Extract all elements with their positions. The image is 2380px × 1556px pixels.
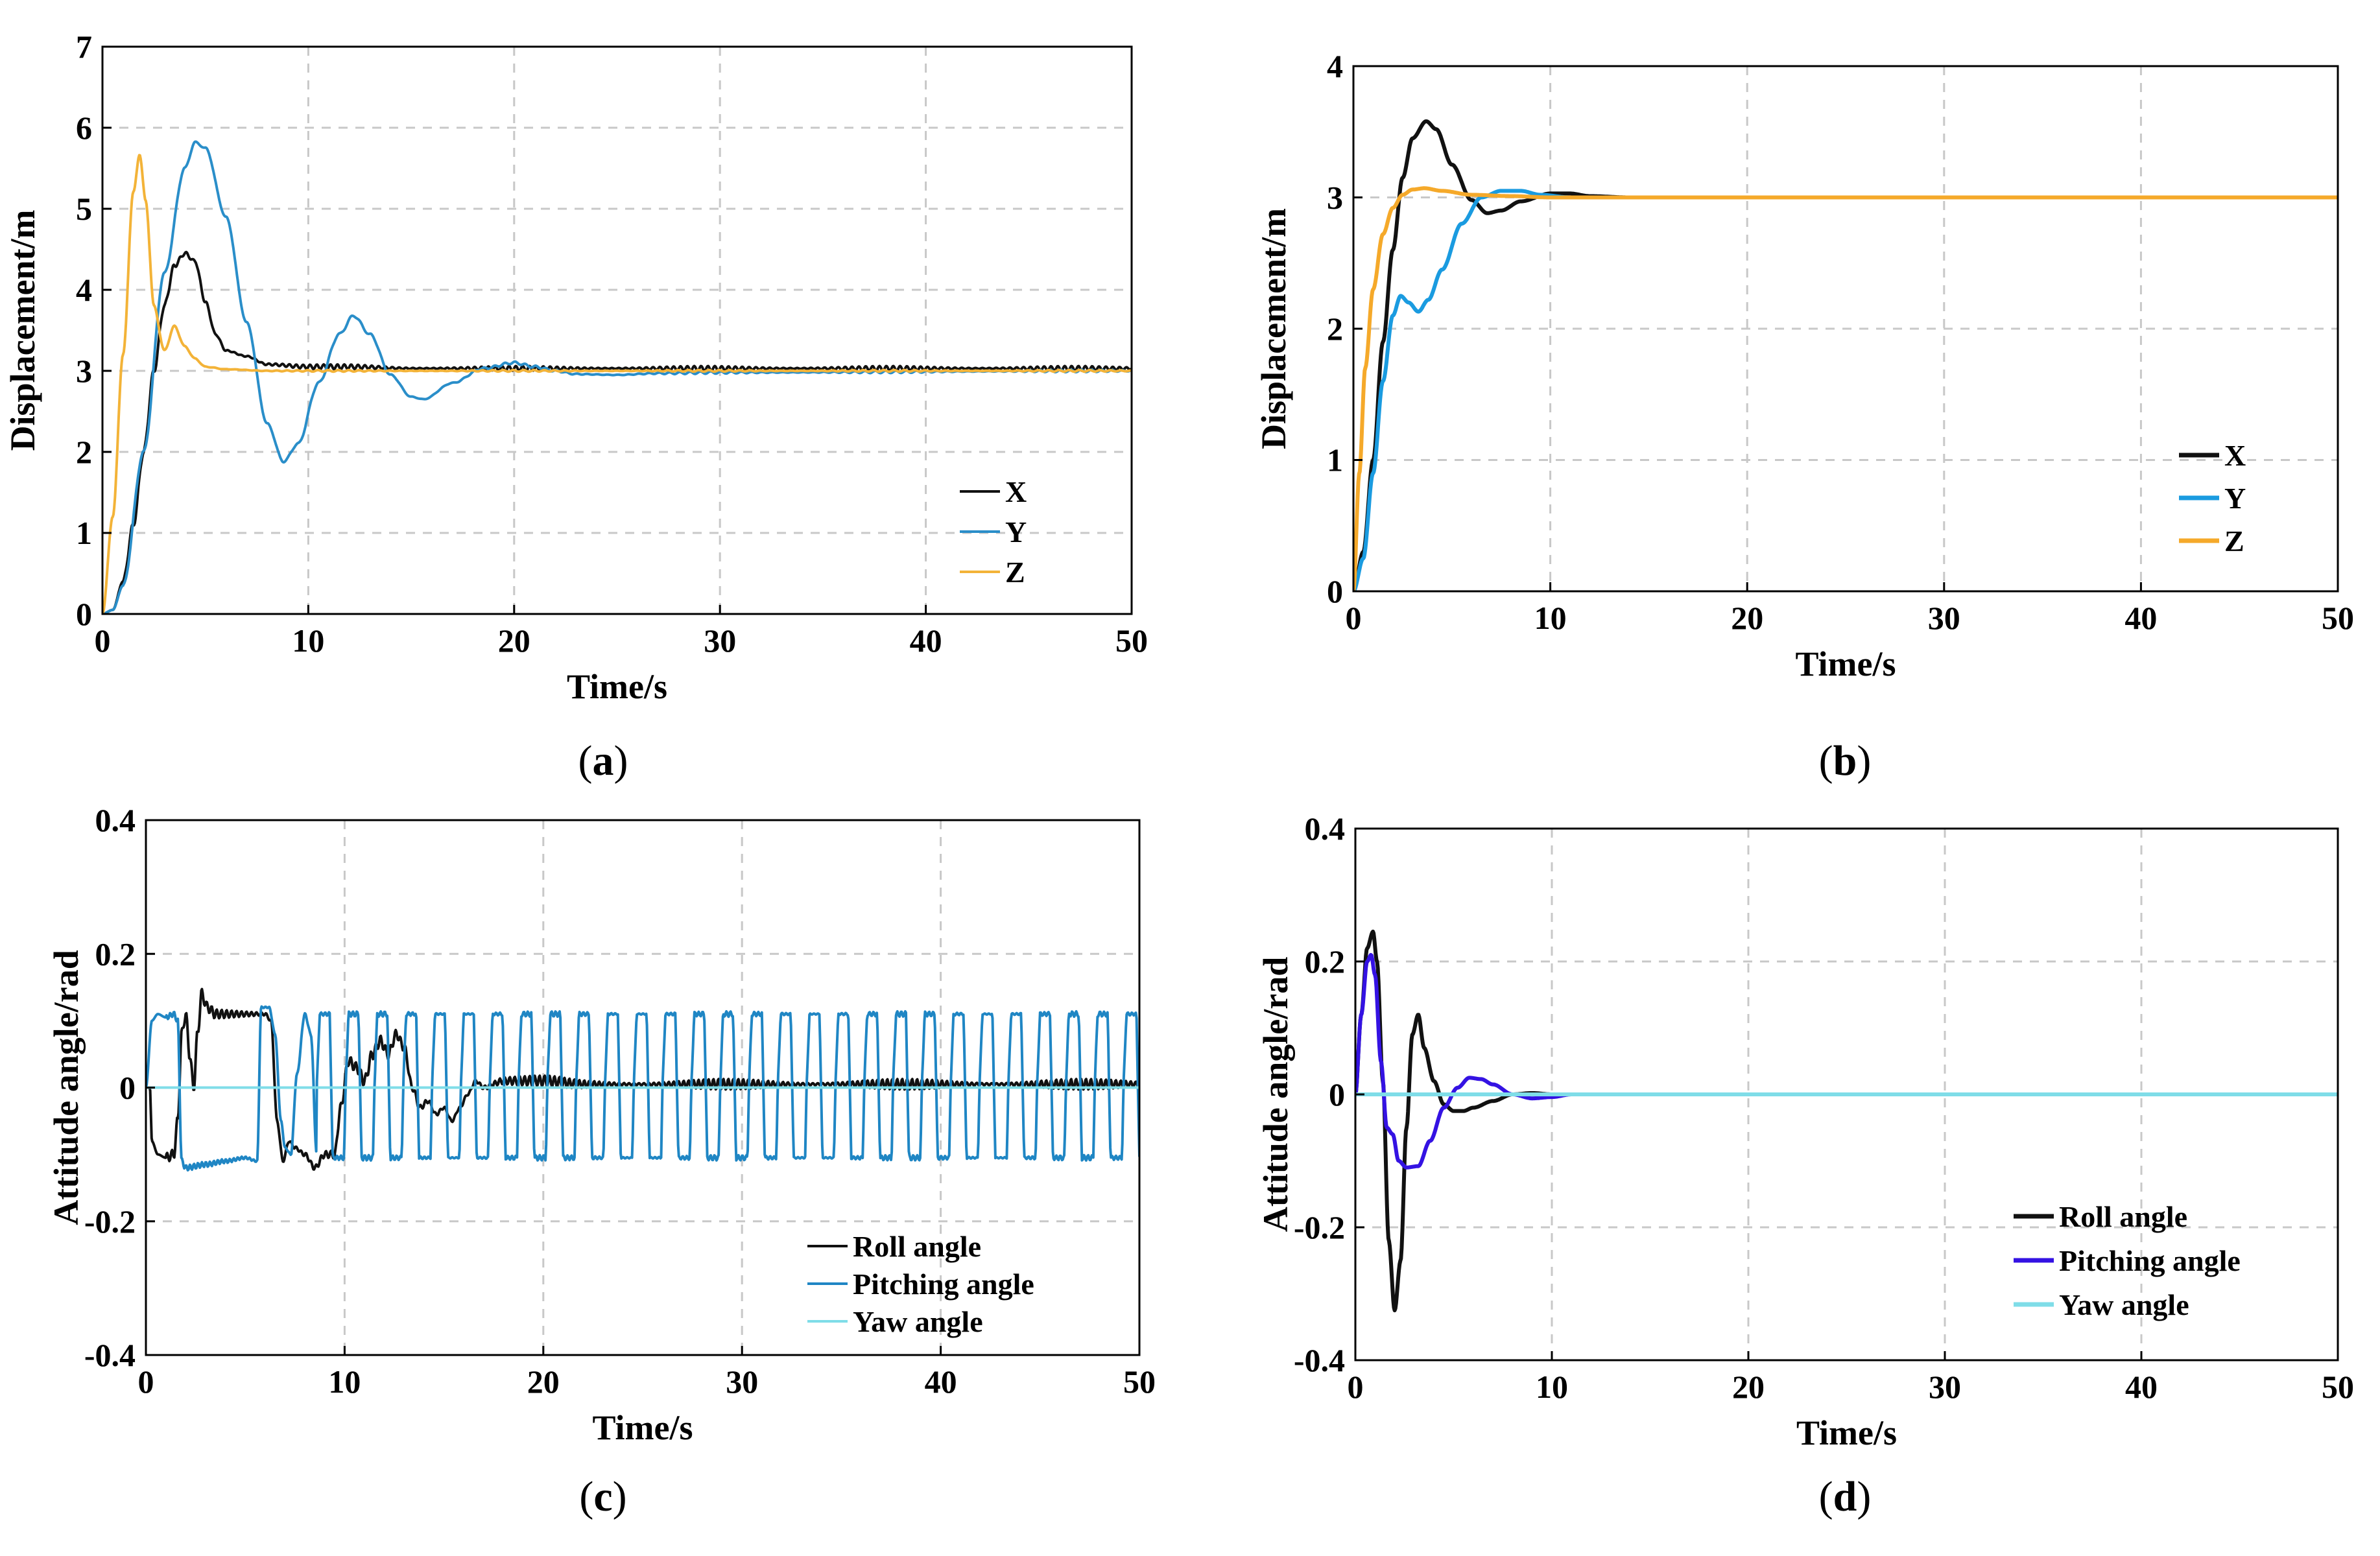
x-tick-label: 0 — [95, 622, 111, 659]
x-tick-label: 50 — [2322, 1369, 2354, 1405]
y-tick-label: 0.2 — [1305, 943, 1346, 980]
chart-panel-a: 0 10 20 30 40 50 0 1 2 3 4 5 6 7 Time/s Displacement/m X… — [3, 29, 1148, 784]
legend: XYZ — [960, 475, 1027, 589]
y-axis-title: Displacement/m — [1254, 208, 1293, 449]
x-tick-label: 0 — [1346, 600, 1362, 636]
y-tick-label: 0.4 — [1305, 810, 1346, 847]
x-tick-label: 40 — [925, 1363, 957, 1400]
x-tick-label: 30 — [704, 622, 736, 659]
legend: Roll angle Pitching angle Yaw angle — [807, 1230, 1034, 1338]
legend-label: Pitching angle — [853, 1267, 1034, 1301]
y-tick-label: 5 — [76, 191, 92, 227]
y-tick-label: -0.2 — [84, 1203, 136, 1240]
x-tick-label: 10 — [1536, 1369, 1568, 1405]
series-line-pitching-angle — [1355, 952, 2338, 1170]
series-line-y — [102, 140, 1132, 614]
legend-label: Pitching angle — [2059, 1244, 2241, 1277]
series-line-pitching-angle — [146, 1005, 1139, 1172]
y-tick-label: 4 — [1327, 48, 1343, 84]
y-tick-label: 2 — [76, 434, 92, 470]
x-tick-label: 20 — [527, 1363, 560, 1400]
x-axis-title: Time/s — [567, 667, 667, 706]
chart-panel-b: 0 10 20 30 40 50 0 1 2 3 4 Time/s Displacement/m XYZ (… — [1254, 48, 2354, 784]
x-tick-label: 30 — [1929, 1369, 1961, 1405]
legend-label: X — [1005, 475, 1027, 508]
series-line-roll-angle — [146, 987, 1139, 1171]
y-tick-label: -0.4 — [1294, 1342, 1345, 1378]
y-tick-label: -0.2 — [1294, 1209, 1345, 1245]
panel-caption: (b) — [1819, 737, 1872, 784]
legend-label: Yaw angle — [2059, 1288, 2189, 1321]
y-axis-title: Displacement/m — [3, 210, 42, 451]
y-tick-label: 0.4 — [95, 802, 136, 838]
x-tick-label: 40 — [2125, 1369, 2158, 1405]
legend-label: X — [2224, 439, 2246, 472]
x-axis-title: Time/s — [592, 1408, 693, 1447]
x-tick-label: 0 — [138, 1363, 154, 1400]
y-tick-label: 0 — [1329, 1076, 1345, 1113]
x-tick-label: 50 — [2322, 600, 2354, 636]
x-tick-label: 40 — [910, 622, 942, 659]
y-tick-label: 7 — [76, 29, 92, 65]
legend: XYZ — [2179, 439, 2246, 558]
x-tick-label: 10 — [292, 622, 324, 659]
plot-frame — [101, 45, 1133, 615]
y-tick-label: 2 — [1327, 311, 1343, 347]
y-tick-label: 0 — [76, 596, 92, 632]
series-line-z — [102, 154, 1132, 614]
panel-caption: (c) — [579, 1473, 626, 1520]
legend: Roll angle Pitching angle Yaw angle — [2014, 1200, 2241, 1321]
chart-panel-c: 0 10 20 30 40 50 -0.4 -0.2 0 0.2 0.4 Time/s Attitude… — [47, 802, 1156, 1520]
legend-label: Z — [2224, 525, 2244, 558]
y-tick-label: 0 — [1327, 573, 1343, 609]
y-tick-label: 0 — [119, 1070, 136, 1106]
y-tick-label: -0.4 — [84, 1337, 136, 1373]
legend-label: Z — [1005, 556, 1025, 589]
x-axis-title: Time/s — [1796, 1413, 1897, 1452]
panel-caption: (d) — [1819, 1473, 1872, 1520]
legend-label: Yaw angle — [853, 1305, 983, 1338]
x-tick-label: 50 — [1123, 1363, 1156, 1400]
x-tick-label: 0 — [1348, 1369, 1364, 1405]
x-tick-label: 30 — [1928, 600, 1960, 636]
x-tick-label: 10 — [1534, 600, 1567, 636]
y-tick-label: 1 — [76, 515, 92, 551]
y-tick-label: 6 — [76, 110, 92, 146]
y-tick-label: 0.2 — [95, 936, 136, 972]
y-tick-label: 3 — [1327, 180, 1343, 216]
series-line-z — [1353, 186, 2338, 591]
x-tick-label: 50 — [1115, 622, 1148, 659]
legend-label: Y — [1005, 515, 1027, 548]
y-axis-title: Attitude angle/rad — [47, 950, 86, 1225]
legend-label: Roll angle — [853, 1230, 981, 1263]
x-tick-label: 20 — [498, 622, 530, 659]
series-line-y — [1353, 189, 2338, 591]
y-axis-title: Attitude angle/rad — [1256, 957, 1295, 1232]
legend-label: Roll angle — [2059, 1200, 2187, 1233]
series-line-x — [102, 250, 1132, 614]
y-tick-label: 3 — [76, 353, 92, 389]
y-tick-label: 4 — [76, 272, 92, 308]
legend-label: Y — [2224, 482, 2246, 515]
chart-panel-d: 0 10 20 30 40 50 -0.4 -0.2 0 0.2 0.4 Time/s Attitude… — [1256, 810, 2354, 1520]
x-tick-label: 40 — [2124, 600, 2157, 636]
y-tick-label: 1 — [1327, 442, 1343, 478]
panel-caption: (a) — [578, 737, 628, 784]
x-tick-label: 20 — [1732, 1369, 1765, 1405]
x-tick-label: 20 — [1731, 600, 1763, 636]
x-tick-label: 30 — [726, 1363, 758, 1400]
x-axis-title: Time/s — [1795, 644, 1896, 683]
x-tick-label: 10 — [328, 1363, 361, 1400]
